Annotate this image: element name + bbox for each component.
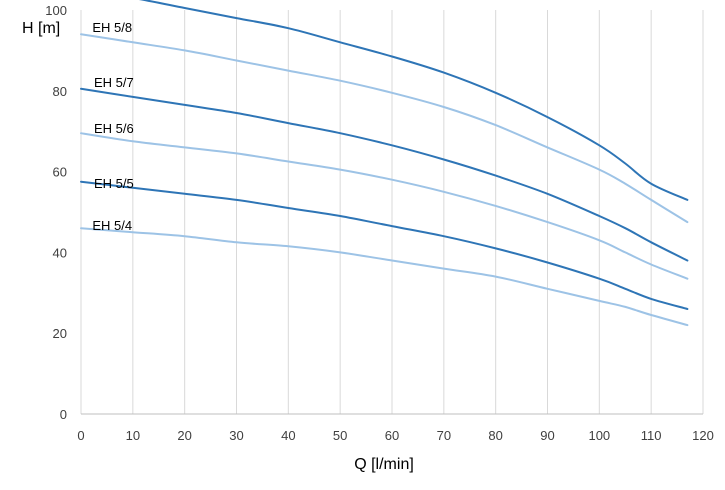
x-tick-label-10: 10 [126,428,140,443]
y-tick-label-0: 0 [60,407,67,422]
x-tick-label-30: 30 [229,428,243,443]
x-tick-label-40: 40 [281,428,295,443]
series-label-eh-5-6: EH 5/6 [94,121,134,136]
x-tick-label-60: 60 [385,428,399,443]
x-tick-label-110: 110 [641,428,662,443]
y-tick-label-80: 80 [53,84,67,99]
series-labels: EH 5/9EH 5/8EH 5/7EH 5/6EH 5/5EH 5/4 [92,20,134,233]
series-label-eh-5-8: EH 5/8 [92,20,132,35]
x-tick-label-90: 90 [540,428,554,443]
series-line-eh-5-5 [80,180,689,310]
x-axis-title: Q [l/min] [354,456,414,473]
grid-lines [132,10,704,414]
x-tick-label-50: 50 [333,428,347,443]
series-line-eh-5-9 [138,0,689,201]
tick-labels: 0 10 20 30 40 50 60 70 80 90 100 110 120 0 20 40 60 80 100 [45,3,714,443]
x-tick-label-80: 80 [488,428,502,443]
y-tick-label-100: 100 [45,3,67,18]
x-tick-label-20: 20 [177,428,191,443]
series-line-eh-5-8 [80,33,689,224]
x-tick-label-0: 0 [77,428,84,443]
x-tick-label-100: 100 [588,428,610,443]
y-tick-label-40: 40 [53,245,67,260]
series-label-eh-5-5: EH 5/5 [94,176,134,191]
y-axis-title: H [m] [22,20,60,37]
y-tick-label-20: 20 [53,326,67,341]
y-tick-label-60: 60 [53,165,67,180]
series-line-eh-5-7 [80,87,689,262]
x-tick-label-120: 120 [692,428,714,443]
axes [80,10,703,415]
series-label-eh-5-4: EH 5/4 [92,218,132,233]
series-line-eh-5-6 [80,132,689,280]
series-label-eh-5-7: EH 5/7 [94,75,134,90]
x-tick-label-70: 70 [437,428,451,443]
series-line-eh-5-4 [80,227,689,327]
series-lines [80,0,689,327]
